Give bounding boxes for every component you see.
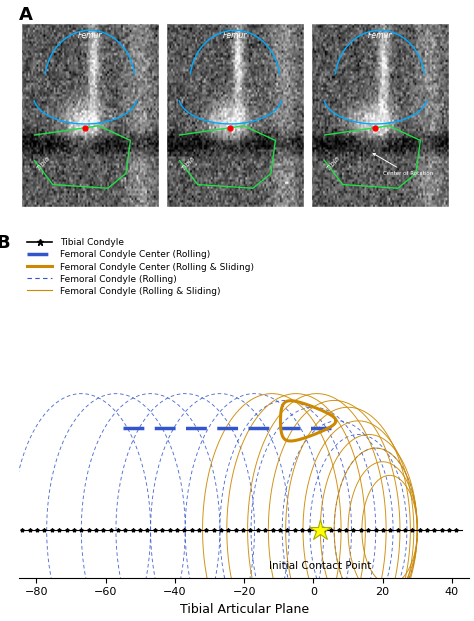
- X-axis label: Tibial Articular Plane: Tibial Articular Plane: [180, 603, 309, 616]
- Text: Femur: Femur: [223, 31, 247, 40]
- Text: Initial Contact Point: Initial Contact Point: [269, 561, 372, 571]
- Text: B: B: [0, 233, 10, 252]
- Legend: Tibial Condyle, Femoral Condyle Center (Rolling), Femoral Condyle Center (Rollin: Tibial Condyle, Femoral Condyle Center (…: [24, 235, 257, 299]
- Text: Tibia: Tibia: [326, 155, 341, 172]
- Text: A: A: [19, 6, 33, 24]
- Bar: [311, 23, 448, 207]
- Bar: [21, 23, 158, 207]
- Bar: [166, 23, 303, 207]
- Text: Femur: Femur: [78, 31, 102, 40]
- Text: Femur: Femur: [368, 31, 392, 40]
- Text: Center of Rotation: Center of Rotation: [373, 153, 434, 176]
- Text: Tibia: Tibia: [181, 155, 197, 172]
- Text: Tibia: Tibia: [36, 155, 52, 172]
